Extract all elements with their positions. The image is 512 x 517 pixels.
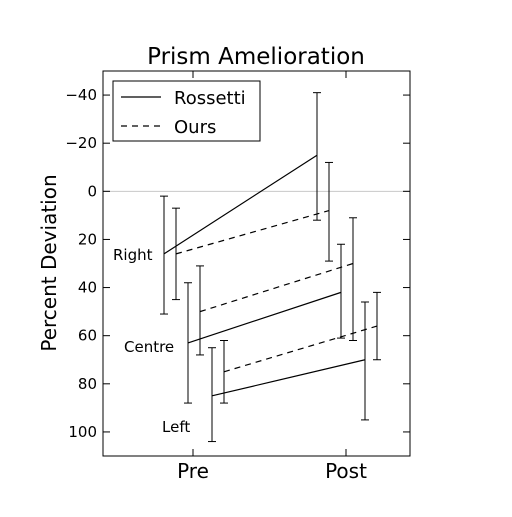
series-line-right-ours xyxy=(175,209,330,255)
y-tick-label: −20 xyxy=(65,134,97,152)
y-tick-label: 100 xyxy=(68,423,97,441)
group-label-centre: Centre xyxy=(124,338,174,356)
x-tick-label-pre: Pre xyxy=(177,459,209,483)
legend: Rossetti Ours xyxy=(112,80,261,142)
chart-title: Prism Amelioration xyxy=(147,44,365,70)
y-tick-label: 0 xyxy=(87,182,97,200)
series-line-centre-rossetti xyxy=(187,291,342,344)
group-label-left: Left xyxy=(162,418,190,436)
plot-area: −40 −20 0 20 40 60 80 100 xyxy=(65,70,411,457)
y-tick-label: 20 xyxy=(78,230,97,248)
group-label-right: Right xyxy=(113,246,153,264)
legend-box xyxy=(112,80,261,142)
plot-frame xyxy=(102,70,411,457)
legend-label-rossetti: Rossetti xyxy=(174,88,246,109)
y-tick-label: −40 xyxy=(65,86,97,104)
series-line-left-ours xyxy=(223,325,378,373)
y-tick-label: 60 xyxy=(78,327,97,345)
series-line-centre-ours xyxy=(199,262,354,313)
x-tick-label-post: Post xyxy=(325,459,367,483)
series-line-right-rossetti xyxy=(163,154,318,255)
y-axis-label: Percent Deviation xyxy=(37,174,61,351)
y-tick-label: 80 xyxy=(78,375,97,393)
series-line-left-rossetti xyxy=(211,359,366,397)
legend-label-ours: Ours xyxy=(174,117,216,138)
y-tick-label: 40 xyxy=(78,279,97,297)
